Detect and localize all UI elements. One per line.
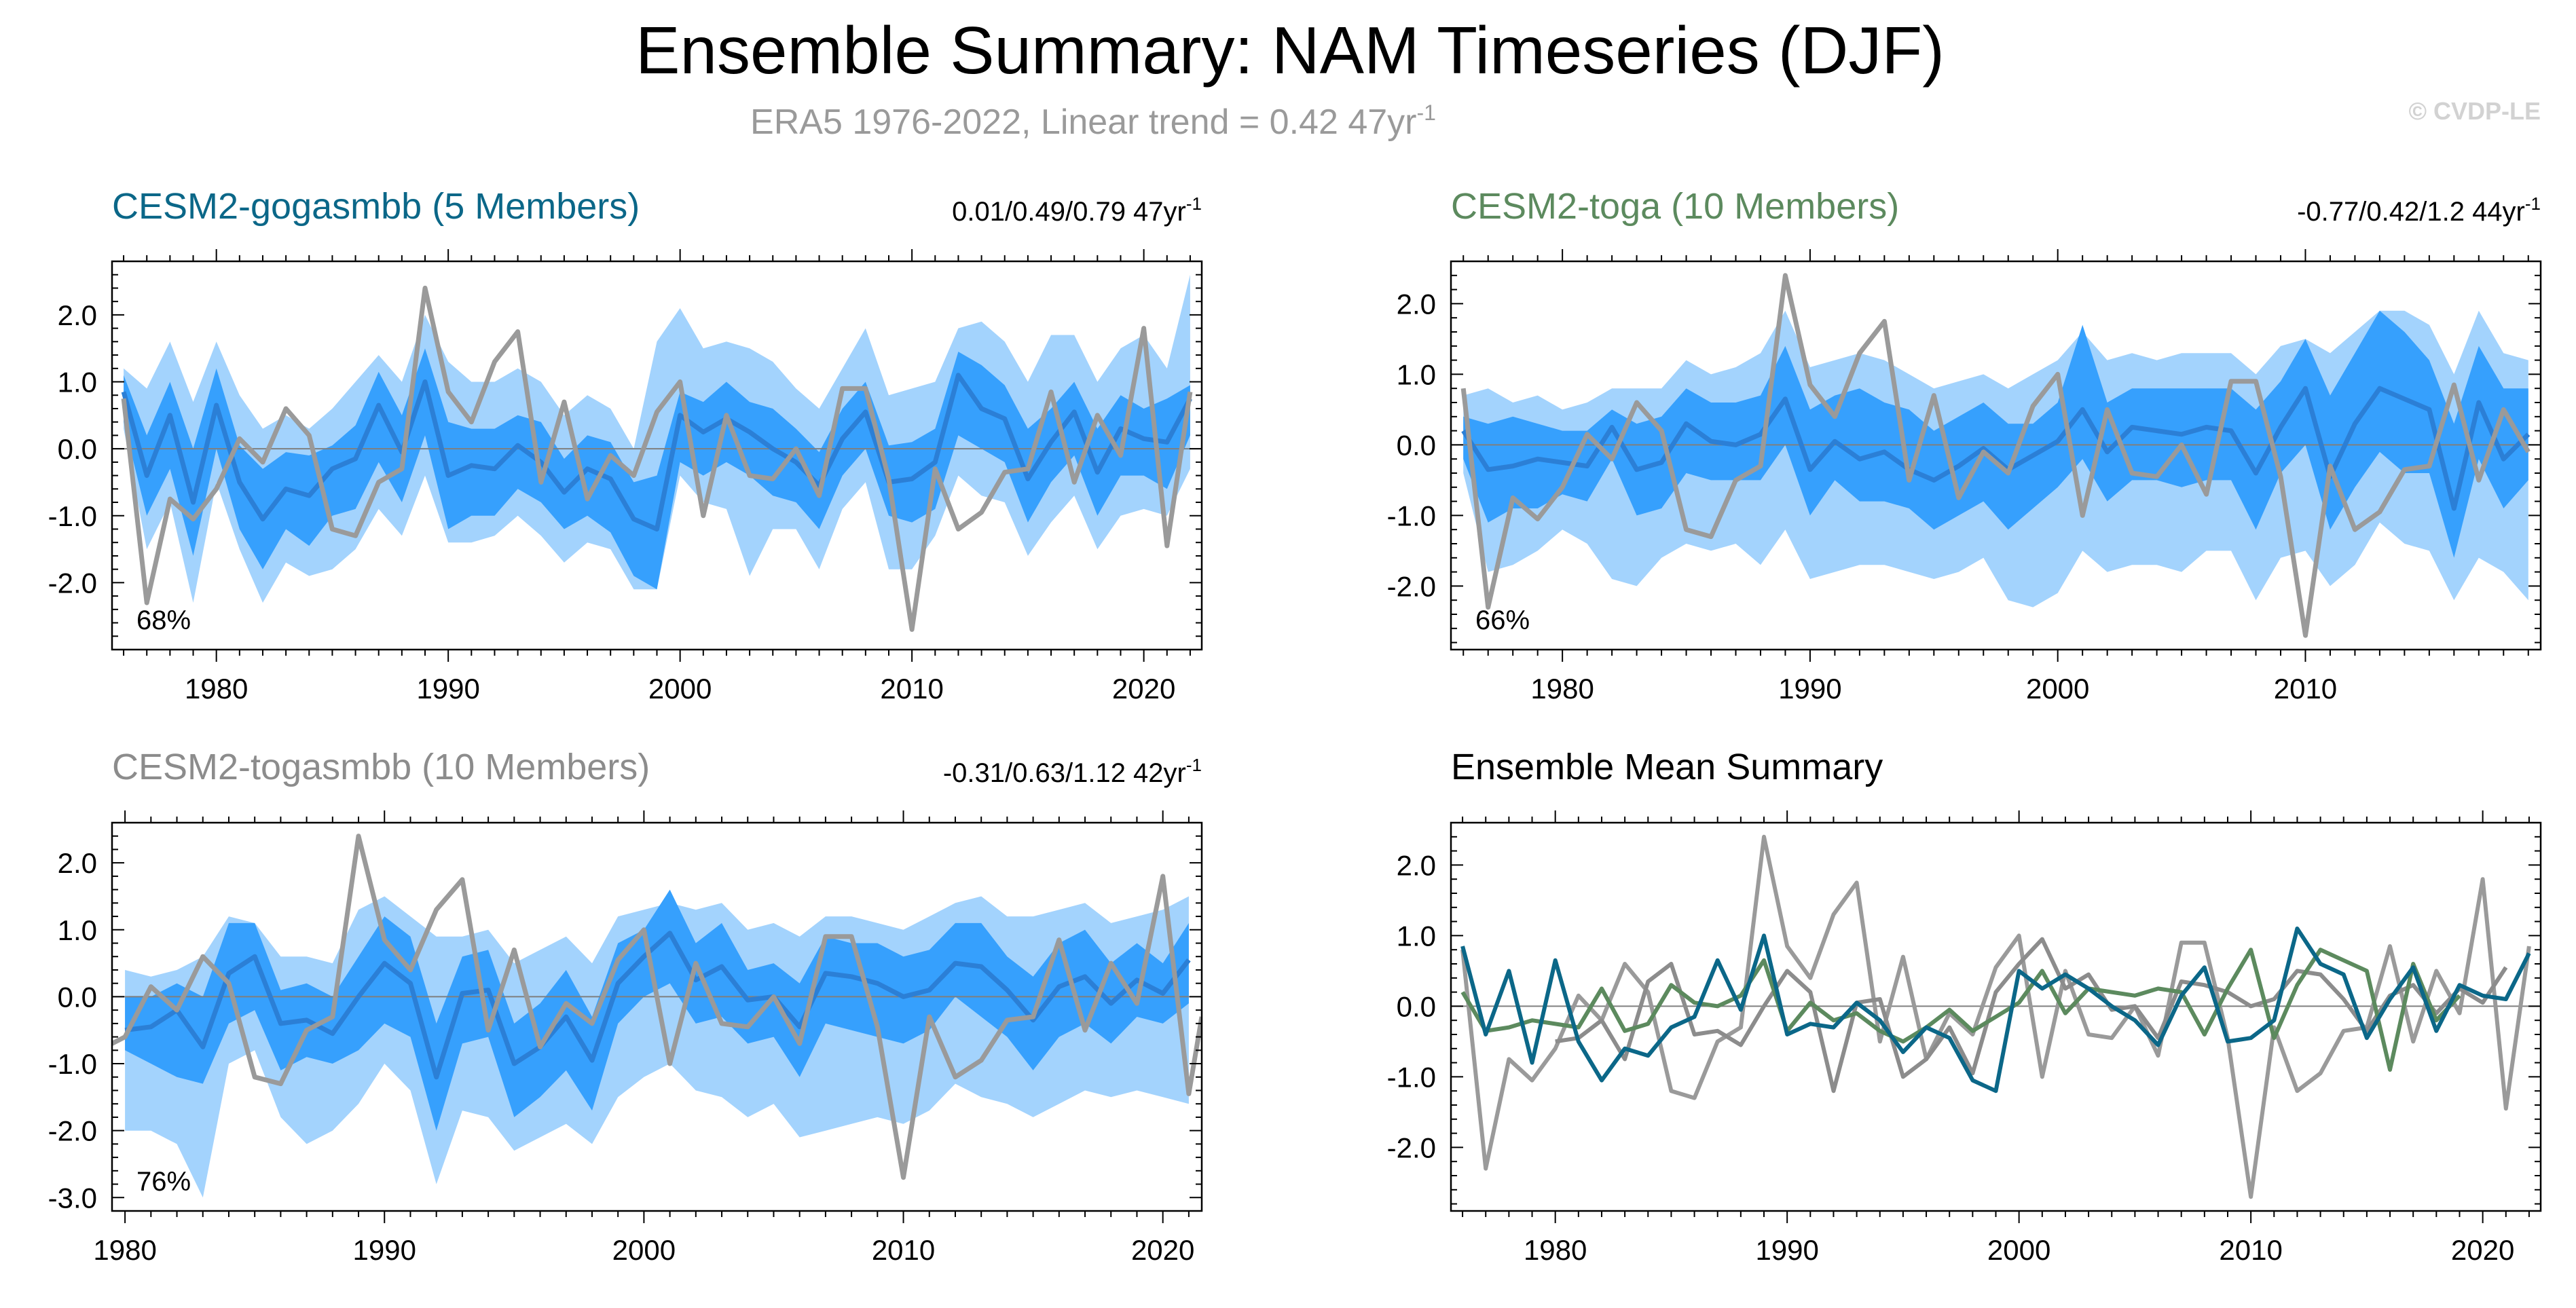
y-tick-label: 1.0 (58, 914, 97, 946)
plot-frame (111, 821, 1203, 1212)
y-tick-label: -2.0 (48, 1115, 97, 1147)
trend-label: -0.77/0.42/1.2 44yr-1 (2297, 193, 2541, 227)
y-tick-label: -1.0 (48, 1048, 97, 1080)
panel-title: CESM2-toga (10 Members) (1451, 186, 1899, 227)
y-tick-label: 0.0 (58, 433, 97, 465)
x-tick-label: 2000 (2026, 673, 2089, 705)
observed-era5-line (1460, 273, 2531, 638)
x-tick-label: 2010 (880, 673, 943, 705)
y-tick-label: 0.0 (1397, 429, 1436, 461)
trend-superscript: -1 (1186, 755, 1202, 775)
chart-panel-CESM2-togasmbb: CESM2-togasmbb (10 Members) -0.31/0.63/1.… (48, 747, 1203, 1266)
subtitle-superscript: -1 (1417, 100, 1436, 125)
inner-range-band (1463, 310, 2528, 558)
percent-label: 68% (136, 605, 191, 635)
y-tick-label: 2.0 (58, 847, 97, 879)
plot-area (1451, 273, 2541, 638)
plot-frame (1450, 260, 2542, 651)
plot-area (112, 274, 1202, 632)
trend-superscript: -1 (1186, 193, 1202, 214)
series-line-era5 (1460, 834, 2531, 1199)
subtitle-text: ERA5 1976-2022, Linear trend = 0.42 47yr (750, 102, 1416, 142)
x-tick-label: 1980 (1524, 1234, 1587, 1266)
panel-title: CESM2-gogasmbb (5 Members) (112, 186, 640, 227)
x-tick-label: 1980 (1530, 673, 1594, 705)
x-tick-label: 2000 (648, 673, 712, 705)
x-tick-label: 2010 (2274, 673, 2337, 705)
y-tick-label: -2.0 (1387, 1132, 1436, 1163)
trend-text: -0.31/0.63/1.12 42yr (943, 758, 1186, 788)
x-tick-label: 2000 (1987, 1234, 2050, 1266)
x-tick-label: 1990 (1778, 673, 1841, 705)
inner-range-band (124, 348, 1190, 590)
credit-watermark: © CVDP-LE (2408, 97, 2541, 125)
x-tick-label: 1990 (1755, 1234, 1818, 1266)
ensemble-mean-line (121, 373, 1192, 531)
y-tick-label: 2.0 (1397, 849, 1436, 881)
chart-panel-CESM2-toga: CESM2-toga (10 Members) -0.77/0.42/1.2 44… (1387, 186, 2542, 705)
panel-title: CESM2-togasmbb (10 Members) (112, 747, 650, 787)
y-tick-label: 1.0 (1397, 358, 1436, 390)
ensemble-mean-line (1461, 386, 2531, 511)
series-line-cesm2-togasmbb (1555, 937, 2508, 1094)
figure-subtitle: ERA5 1976-2022, Linear trend = 0.42 47yr… (750, 100, 1436, 142)
x-tick-label: 2010 (872, 1234, 935, 1266)
trend-text: 0.01/0.49/0.79 47yr (952, 197, 1186, 227)
y-tick-label: -1.0 (1387, 500, 1436, 531)
y-tick-label: 2.0 (1397, 288, 1436, 320)
y-tick-label: -3.0 (48, 1182, 97, 1214)
percent-label: 76% (136, 1167, 191, 1197)
x-tick-label: 2020 (1112, 673, 1175, 705)
y-tick-label: -1.0 (48, 500, 97, 532)
x-tick-label: 1980 (93, 1234, 156, 1266)
x-tick-label: 1980 (185, 673, 248, 705)
chart-panel-CESM2-gogasmbb: CESM2-gogasmbb (5 Members) 0.01/0.49/0.79… (48, 186, 1203, 705)
x-tick-label: 2020 (1131, 1234, 1194, 1266)
y-tick-label: 2.0 (58, 299, 97, 331)
y-tick-label: -2.0 (48, 567, 97, 599)
x-tick-label: 2010 (2219, 1234, 2282, 1266)
plot-area (1451, 834, 2541, 1199)
trend-text: -0.77/0.42/1.2 44yr (2297, 197, 2525, 227)
plot-area (112, 834, 1202, 1198)
panels: CESM2-gogasmbb (5 Members) 0.01/0.49/0.79… (48, 186, 2542, 1266)
y-tick-label: 0.0 (58, 981, 97, 1013)
x-tick-label: 2000 (612, 1234, 676, 1266)
observed-era5-line (112, 834, 1202, 1180)
outer-range-band (124, 274, 1190, 603)
trend-label: 0.01/0.49/0.79 47yr-1 (952, 193, 1202, 227)
observed-era5-line (121, 285, 1193, 632)
chart-panel-ensemble-mean-summary: Ensemble Mean Summary 2.0 1.0 0.0 -1.0 -2.0 19… (1387, 747, 2542, 1266)
percent-label: 66% (1475, 605, 1530, 635)
x-tick-label: 1990 (416, 673, 479, 705)
y-tick-label: 1.0 (58, 367, 97, 398)
y-tick-label: 1.0 (1397, 920, 1436, 952)
x-tick-label: 2020 (2451, 1234, 2514, 1266)
panel-title: Ensemble Mean Summary (1451, 747, 1883, 787)
y-tick-label: 0.0 (1397, 990, 1436, 1022)
series-line-cesm2-toga (1460, 948, 2461, 1072)
figure-title: Ensemble Summary: NAM Timeseries (DJF) (636, 13, 1945, 88)
trend-label: -0.31/0.63/1.12 42yr-1 (943, 755, 1202, 788)
y-tick-label: -1.0 (1387, 1061, 1436, 1093)
ensemble-mean-line (124, 931, 1191, 1080)
trend-superscript: -1 (2525, 193, 2541, 214)
series-line-cesm2-gogasmbb (1460, 927, 2531, 1094)
y-tick-label: -2.0 (1387, 570, 1436, 602)
x-tick-label: 1990 (353, 1234, 416, 1266)
